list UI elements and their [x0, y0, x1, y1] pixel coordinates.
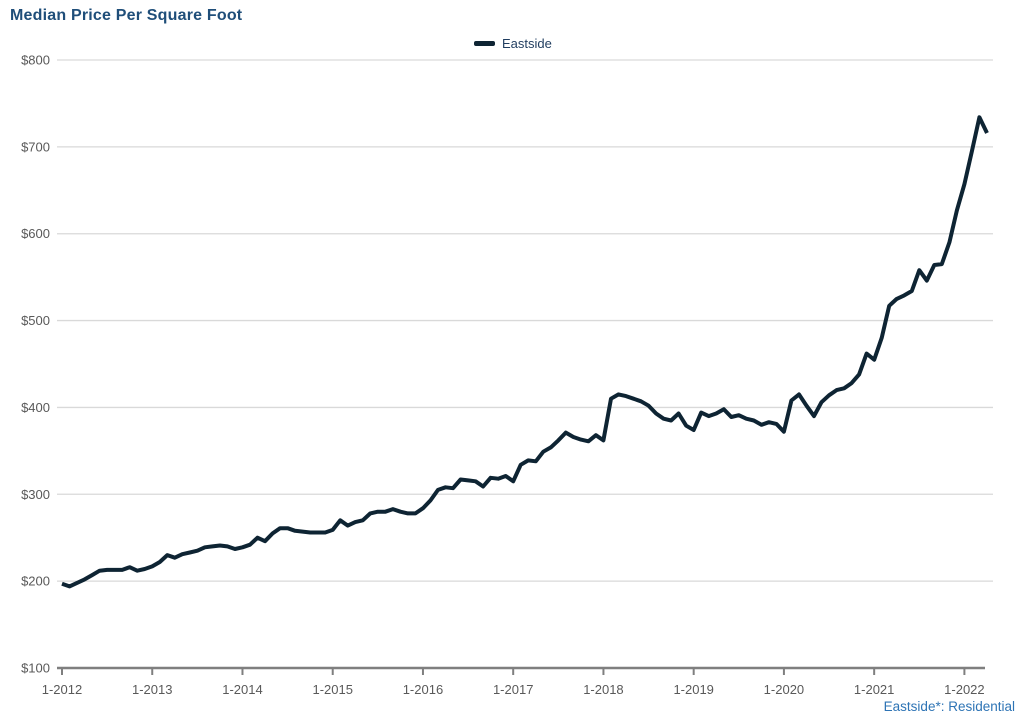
y-tick-label: $200	[21, 574, 50, 589]
y-tick-label: $100	[21, 661, 50, 676]
x-tick-label: 1-2016	[403, 682, 443, 697]
x-tick-label: 1-2012	[42, 682, 82, 697]
line-swatch-icon	[474, 40, 495, 46]
x-tick-label: 1-2022	[944, 682, 984, 697]
y-tick-label: $800	[21, 53, 50, 68]
x-tick-label: 1-2013	[132, 682, 172, 697]
x-tick-label: 1-2021	[854, 682, 894, 697]
x-tick-label: 1-2014	[222, 682, 262, 697]
x-tick-label: 1-2018	[583, 682, 623, 697]
y-tick-label: $400	[21, 400, 50, 415]
y-tick-label: $600	[21, 226, 50, 241]
x-tick-label: 1-2017	[493, 682, 533, 697]
x-tick-label: 1-2020	[764, 682, 804, 697]
x-tick-label: 1-2019	[673, 682, 713, 697]
chart-title: Median Price Per Square Foot	[10, 7, 243, 24]
x-tick-label: 1-2015	[312, 682, 352, 697]
y-tick-label: $700	[21, 139, 50, 154]
y-tick-label: $500	[21, 313, 50, 328]
legend: Eastside	[474, 35, 552, 51]
y-tick-label: $300	[21, 487, 50, 502]
legend-label-eastside: Eastside	[502, 35, 552, 51]
series-line-eastside	[61, 115, 989, 589]
footnote: Eastside*: Residential	[883, 699, 1015, 714]
